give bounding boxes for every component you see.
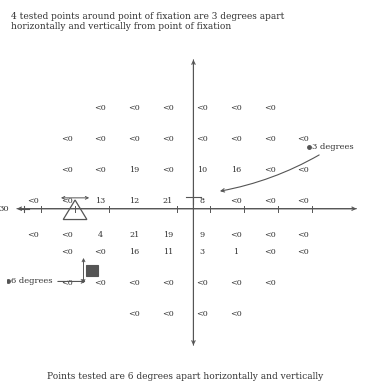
Text: <0: <0 xyxy=(162,104,174,112)
Text: <0: <0 xyxy=(297,135,309,143)
Text: <0: <0 xyxy=(95,135,106,143)
Text: <0: <0 xyxy=(264,279,275,287)
Text: <0: <0 xyxy=(128,135,140,143)
Text: 9: 9 xyxy=(199,231,205,239)
Text: <0: <0 xyxy=(128,104,140,112)
Text: 4 tested points around point of fixation are 3 degrees apart
horizontally and ve: 4 tested points around point of fixation… xyxy=(11,12,285,31)
Text: 21: 21 xyxy=(163,197,173,205)
Text: <0: <0 xyxy=(196,104,208,112)
Text: <0: <0 xyxy=(162,135,174,143)
Text: <0: <0 xyxy=(196,135,208,143)
Text: <0: <0 xyxy=(61,197,73,205)
Text: <0: <0 xyxy=(162,310,174,318)
Text: <0: <0 xyxy=(230,231,242,239)
Text: 6 degrees: 6 degrees xyxy=(11,278,85,285)
Text: <0: <0 xyxy=(264,248,275,256)
Text: 16: 16 xyxy=(129,248,139,256)
Text: 21: 21 xyxy=(129,231,139,239)
Text: 1: 1 xyxy=(233,248,238,256)
Text: 19: 19 xyxy=(129,166,139,174)
Text: 13: 13 xyxy=(95,197,105,205)
Text: <0: <0 xyxy=(230,279,242,287)
Text: <0: <0 xyxy=(61,166,73,174)
Text: <0: <0 xyxy=(128,279,140,287)
Text: <0: <0 xyxy=(297,166,309,174)
Text: <0: <0 xyxy=(27,197,38,205)
Text: <0: <0 xyxy=(264,197,275,205)
Text: <0: <0 xyxy=(264,135,275,143)
Text: <0: <0 xyxy=(297,231,309,239)
Text: <0: <0 xyxy=(264,231,275,239)
Text: <0: <0 xyxy=(95,104,106,112)
Text: 11: 11 xyxy=(163,248,173,256)
Text: <0: <0 xyxy=(95,248,106,256)
Text: 4: 4 xyxy=(98,231,103,239)
Text: <0: <0 xyxy=(264,104,275,112)
Text: <0: <0 xyxy=(61,231,73,239)
Text: <0: <0 xyxy=(297,248,309,256)
Text: <0: <0 xyxy=(61,248,73,256)
Text: 16: 16 xyxy=(231,166,241,174)
Text: <0: <0 xyxy=(297,197,309,205)
Text: <0: <0 xyxy=(230,104,242,112)
Text: <0: <0 xyxy=(162,166,174,174)
Text: <0: <0 xyxy=(196,279,208,287)
Polygon shape xyxy=(86,265,98,276)
Text: Points tested are 6 degrees apart horizontally and vertically: Points tested are 6 degrees apart horizo… xyxy=(47,372,323,381)
Text: <0: <0 xyxy=(196,310,208,318)
Text: <0: <0 xyxy=(95,279,106,287)
Text: <0: <0 xyxy=(230,310,242,318)
Text: 10: 10 xyxy=(197,166,207,174)
Text: 3: 3 xyxy=(199,248,205,256)
Text: <0: <0 xyxy=(230,197,242,205)
Text: <0: <0 xyxy=(230,135,242,143)
Text: <0: <0 xyxy=(27,231,38,239)
Text: 30: 30 xyxy=(0,205,9,213)
Text: <0: <0 xyxy=(128,310,140,318)
Text: 19: 19 xyxy=(163,231,173,239)
Text: <0: <0 xyxy=(162,279,174,287)
Text: 12: 12 xyxy=(129,197,139,205)
Text: <0: <0 xyxy=(95,166,106,174)
Text: <0: <0 xyxy=(61,135,73,143)
Text: 3 degrees: 3 degrees xyxy=(221,143,353,192)
Text: <0: <0 xyxy=(264,166,275,174)
Text: <0: <0 xyxy=(61,279,73,287)
Text: 8: 8 xyxy=(199,197,204,205)
